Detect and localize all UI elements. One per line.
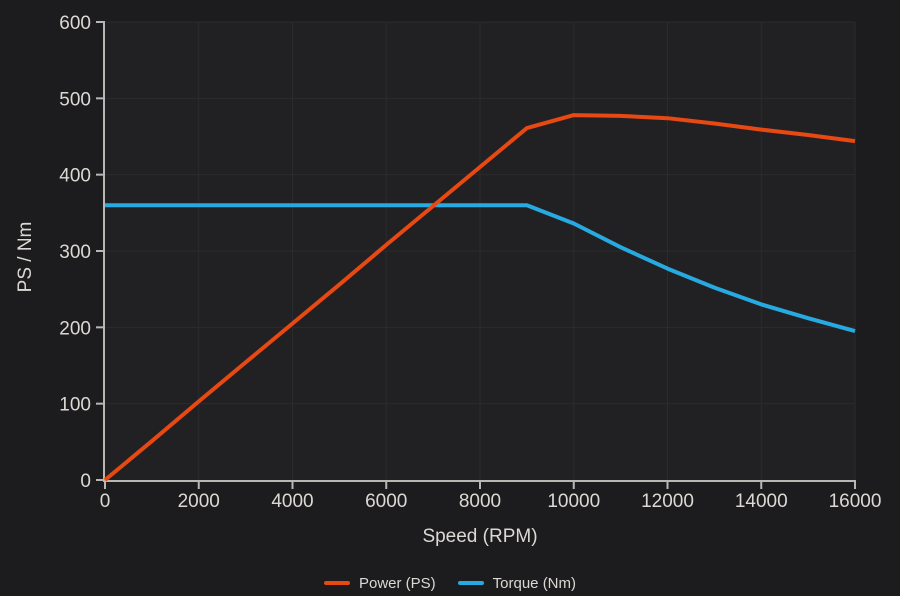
power-line [103, 113, 856, 482]
x-tick-label: 8000 [459, 491, 501, 512]
legend-label-power: Power (PS) [358, 574, 436, 592]
x-tick-label: 6000 [365, 491, 407, 512]
legend: Power (PS) Torque (Nm) [0, 572, 900, 594]
x-tick-label: 12000 [641, 491, 694, 512]
y-tick-label: 300 [59, 242, 91, 263]
x-tick-label: 10000 [547, 491, 600, 512]
legend-item-torque[interactable]: Torque (Nm) [457, 574, 577, 592]
x-tick-label: 0 [100, 491, 111, 512]
y-tick-label: 500 [59, 89, 91, 110]
legend-label-torque: Torque (Nm) [492, 574, 577, 592]
power-line-swatch [323, 581, 350, 585]
torque-line [105, 203, 856, 334]
y-axis-title: PS / Nm [15, 222, 36, 293]
legend-item-power[interactable]: Power (PS) [323, 574, 436, 592]
y-tick-label: 200 [59, 318, 91, 339]
x-tick-label: 2000 [178, 491, 220, 512]
torque-line-swatch [457, 581, 484, 585]
x-tick-label: 4000 [271, 491, 313, 512]
y-tick-label: 0 [80, 471, 91, 492]
y-tick-label: 600 [59, 13, 91, 34]
x-axis-title: Speed (RPM) [422, 526, 537, 547]
y-tick-label: 100 [59, 395, 91, 416]
y-tick-label: 400 [59, 166, 91, 187]
x-tick-label: 14000 [735, 491, 788, 512]
x-tick-label: 16000 [829, 491, 882, 512]
